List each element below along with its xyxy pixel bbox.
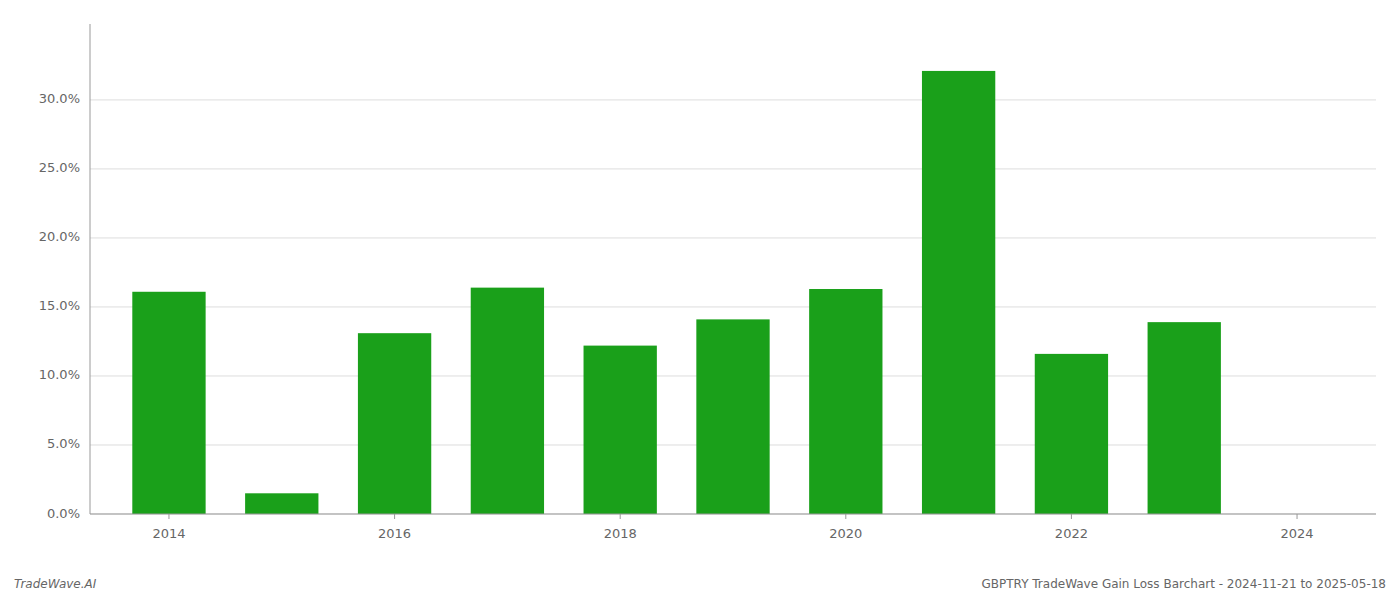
y-axis-line bbox=[90, 24, 91, 514]
y-tick-label: 0.0% bbox=[47, 506, 80, 521]
x-tick bbox=[845, 514, 846, 519]
y-tick-label: 20.0% bbox=[39, 229, 80, 244]
y-tick-labels: 0.0% 5.0% 10.0% 15.0% 20.0% 25.0% 30.0% bbox=[39, 91, 80, 520]
y-tick-label: 30.0% bbox=[39, 91, 80, 106]
grid-line bbox=[90, 168, 1376, 169]
x-tick-label: 2020 bbox=[829, 526, 862, 541]
x-tick bbox=[620, 514, 621, 519]
x-tick-label: 2022 bbox=[1055, 526, 1088, 541]
x-tick bbox=[1297, 514, 1298, 519]
bar bbox=[809, 289, 882, 514]
bar bbox=[922, 71, 995, 514]
y-tick-label: 15.0% bbox=[39, 298, 80, 313]
bar bbox=[245, 493, 318, 514]
bar bbox=[471, 288, 544, 514]
x-tick bbox=[1071, 514, 1072, 519]
bars bbox=[132, 71, 1221, 514]
grid-line bbox=[90, 306, 1376, 307]
footer-right: GBPTRY TradeWave Gain Loss Barchart - 20… bbox=[981, 577, 1386, 591]
y-grid bbox=[90, 100, 1376, 514]
footer-left: TradeWave.AI bbox=[14, 577, 97, 591]
bar bbox=[1148, 322, 1221, 514]
x-tick-label: 2018 bbox=[604, 526, 637, 541]
grid-line bbox=[90, 237, 1376, 238]
chart-svg: 0.0%5.0%10.0%15.0%20.0%25.0%30.0%2014201… bbox=[0, 0, 1400, 600]
background bbox=[0, 0, 1400, 600]
y-tick-label: 10.0% bbox=[39, 367, 80, 382]
x-tick bbox=[394, 514, 395, 519]
bar bbox=[1035, 354, 1108, 514]
bar bbox=[584, 346, 657, 514]
bar bbox=[132, 292, 205, 514]
x-tick bbox=[168, 514, 169, 519]
x-axis-line bbox=[90, 514, 1376, 515]
bar bbox=[696, 319, 769, 514]
y-tick-label: 25.0% bbox=[39, 160, 80, 175]
bar bbox=[358, 333, 431, 514]
grid-line bbox=[90, 99, 1376, 100]
grid-line bbox=[90, 514, 1376, 515]
x-tick-label: 2014 bbox=[152, 526, 185, 541]
chart-container: 0.0%5.0%10.0%15.0%20.0%25.0%30.0%2014201… bbox=[0, 0, 1400, 600]
x-tick-label: 2024 bbox=[1280, 526, 1313, 541]
x-tick-labels: 2014 2016 2018 2020 2022 2024 bbox=[152, 514, 1313, 541]
x-tick-label: 2016 bbox=[378, 526, 411, 541]
y-tick-label: 5.0% bbox=[47, 436, 80, 451]
